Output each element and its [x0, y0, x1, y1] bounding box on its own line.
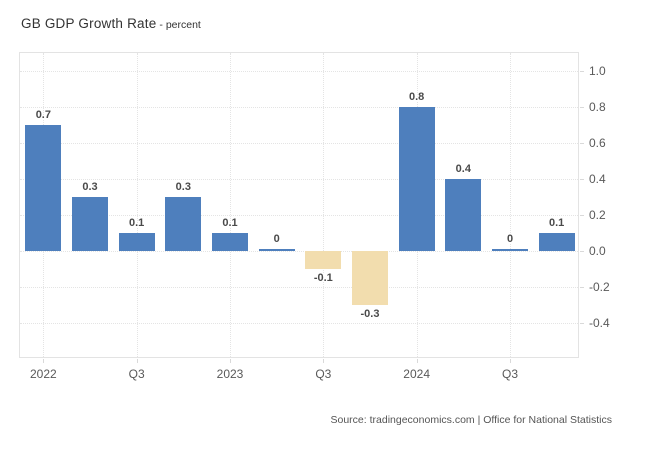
gridline-vertical: [510, 53, 511, 357]
chart-title: GB GDP Growth Rate: [21, 16, 157, 31]
x-tick-label: 2022: [29, 367, 57, 381]
bar-value-label: 0: [506, 233, 514, 245]
y-tick-label: 0.6: [589, 136, 606, 150]
x-tick-mark: [323, 359, 325, 363]
source-attribution: Source: tradingeconomics.com | Office fo…: [330, 414, 613, 426]
y-tick-mark: [580, 107, 584, 108]
bar-value-label: 0.8: [409, 91, 425, 103]
gridline-horizontal: [20, 143, 578, 144]
gridline-horizontal: [20, 323, 578, 324]
x-tick-mark: [136, 359, 138, 363]
gridline-horizontal: [20, 71, 578, 72]
y-tick-mark: [580, 71, 584, 72]
x-tick-label: Q3: [501, 367, 518, 381]
x-tick-label: Q3: [315, 367, 332, 381]
y-tick-label: 0.2: [589, 208, 606, 222]
bar[interactable]: [258, 249, 295, 251]
gridline-horizontal: [20, 107, 578, 108]
y-tick-label: -0.2: [589, 280, 610, 294]
bar-value-label: 0.1: [222, 217, 238, 229]
bar[interactable]: [398, 107, 435, 251]
gridline-vertical: [230, 53, 231, 357]
bar[interactable]: [118, 233, 155, 251]
y-tick-mark: [580, 179, 584, 180]
y-tick-mark: [580, 287, 584, 288]
x-tick-mark: [510, 359, 511, 363]
gridline-horizontal: [20, 179, 578, 180]
x-tick-label: 2024: [403, 367, 430, 381]
bar[interactable]: [165, 197, 202, 251]
bar[interactable]: [538, 233, 575, 251]
y-tick-label: 0.0: [589, 244, 606, 258]
bar[interactable]: [72, 197, 108, 251]
x-tick-mark: [43, 359, 45, 363]
gridline-vertical: [323, 53, 325, 357]
bar-value-label: 0.3: [82, 181, 98, 193]
bar[interactable]: [212, 233, 248, 251]
bar-value-label: 0.3: [175, 181, 191, 193]
y-tick-label: 0.8: [589, 100, 606, 114]
x-tick-label: 2023: [216, 367, 244, 381]
gridline-vertical: [136, 53, 138, 357]
gridline-horizontal: [20, 287, 578, 288]
bar[interactable]: [305, 251, 342, 269]
x-tick-mark: [230, 359, 231, 363]
y-tick-label: 1.0: [589, 64, 606, 78]
gridline-horizontal: [20, 215, 578, 216]
gridline-horizontal: [20, 251, 578, 252]
bar-value-label: 0.1: [549, 217, 565, 229]
bar[interactable]: [25, 125, 62, 251]
bar-value-label: 0.1: [129, 217, 145, 229]
bar-value-label: 0.7: [35, 109, 51, 121]
x-tick-mark: [416, 359, 418, 363]
bar[interactable]: [492, 249, 528, 251]
y-tick-mark: [580, 323, 584, 324]
y-tick-label: 0.4: [589, 172, 606, 186]
bar-value-label: -0.3: [360, 308, 380, 320]
bar-value-label: 0.4: [455, 163, 471, 175]
y-tick-mark: [580, 215, 584, 216]
x-tick-label: Q3: [128, 367, 145, 381]
bar[interactable]: [352, 251, 388, 305]
bar[interactable]: [445, 179, 482, 251]
y-tick-label: -0.4: [589, 316, 610, 330]
chart-subtitle: - percent: [159, 19, 201, 31]
plot-area: 1.0 0.8 0.6 0.4 0.2 0.0 -0.2 -0.4 2022 Q3 2023 Q3 20…: [19, 52, 610, 381]
y-tick-mark: [580, 251, 584, 252]
y-tick-mark: [580, 143, 584, 144]
chart-header: GB GDP Growth Rate - percent: [21, 15, 201, 33]
bar-value-label: 0: [273, 233, 280, 245]
bar-value-label: -0.1: [313, 272, 333, 284]
